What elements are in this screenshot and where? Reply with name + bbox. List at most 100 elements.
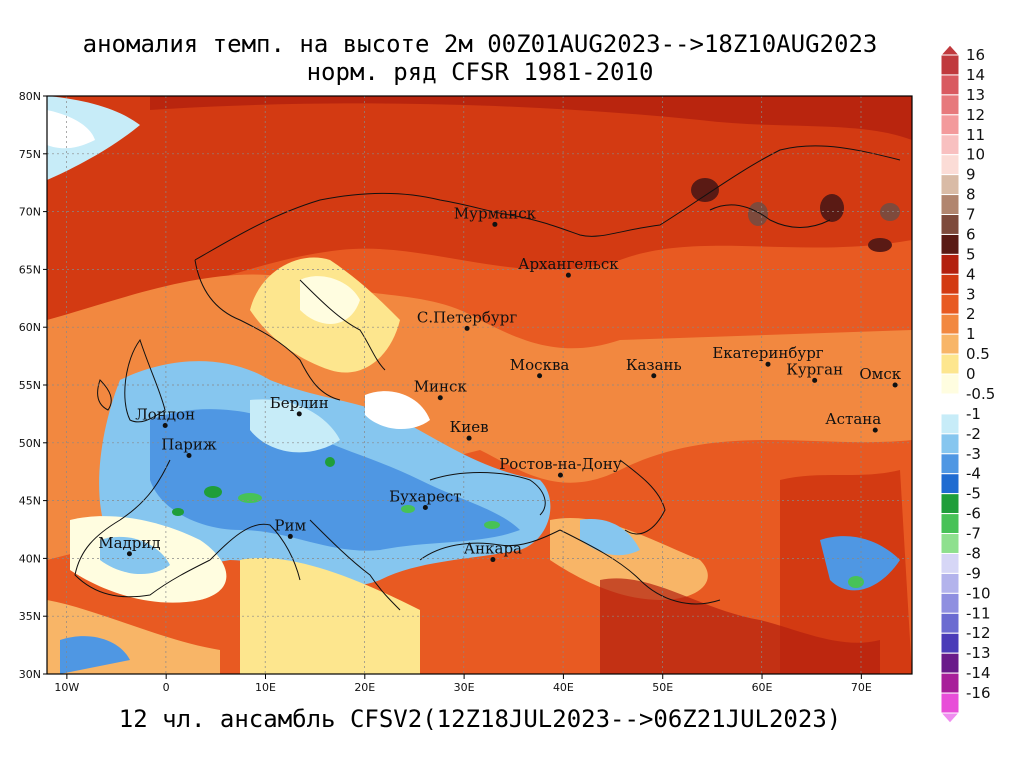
- lon-label: 0: [163, 681, 170, 694]
- colorbar-swatch: [940, 214, 960, 235]
- lat-label: 35N: [19, 610, 41, 623]
- lat-label: 60N: [19, 321, 41, 334]
- colorbar-swatch: [940, 74, 960, 96]
- city-dot: [492, 221, 498, 227]
- colorbar-swatch: [940, 134, 960, 156]
- colorbar-swatch: [940, 393, 960, 415]
- lon-label: 70E: [851, 681, 872, 694]
- colorbar-label: 6: [966, 225, 976, 243]
- colorbar-label: -11: [966, 604, 991, 622]
- city-label: Курган: [786, 360, 843, 378]
- city-dot: [287, 533, 293, 539]
- colorbar-label: -9: [966, 564, 981, 582]
- colorbar-label: 4: [966, 265, 976, 283]
- city-dot: [557, 472, 563, 478]
- lat-label: 40N: [19, 552, 41, 565]
- city-label: Омск: [859, 365, 901, 383]
- colorbar-swatch: [940, 552, 960, 574]
- city-label: Москва: [510, 356, 570, 374]
- colorbar-swatch: [940, 672, 960, 694]
- colorbar-swatch: [940, 592, 960, 614]
- colorbar-max-arrow: [939, 44, 961, 56]
- city-dot: [296, 411, 302, 417]
- colorbar-label: -0.5: [966, 385, 995, 403]
- lat-label: 80N: [19, 90, 41, 103]
- city-label: Анкара: [464, 540, 522, 558]
- colorbar-swatch: [940, 612, 960, 634]
- city-dot: [812, 377, 818, 383]
- colorbar-swatch: [940, 493, 960, 515]
- colorbar-swatch: [940, 533, 960, 554]
- lon-label: 40E: [553, 681, 574, 694]
- city-label: Берлин: [270, 394, 329, 412]
- city-dot: [892, 382, 898, 388]
- lon-label: 60E: [752, 681, 773, 694]
- city-label: Рим: [274, 516, 306, 534]
- colorbar-swatch: [940, 513, 960, 535]
- colorbar-label: -16: [966, 684, 991, 702]
- latitude-labels: 80N 75N 70N 65N 60N 55N 50N 45N 40N 35N 30N: [19, 90, 47, 681]
- city-label: Минск: [414, 378, 468, 396]
- city-dot: [872, 427, 878, 433]
- city-dot: [464, 325, 470, 331]
- map-subtitle: норм. ряд CFSR 1981-2010: [306, 58, 654, 86]
- city-dot: [437, 395, 443, 401]
- city-label: Ростов-на-Дону: [499, 455, 622, 473]
- city-dot: [162, 422, 168, 428]
- colorbar-label: 5: [966, 245, 976, 263]
- colorbar-swatch: [940, 313, 960, 335]
- colorbar-swatch: [940, 413, 960, 435]
- colorbar-swatch: [940, 473, 960, 495]
- city-label: С.Петербург: [417, 308, 517, 326]
- city-label: Архангельск: [518, 255, 619, 273]
- colorbar-swatch: [940, 293, 960, 315]
- colorbar-label: 1: [966, 325, 976, 343]
- city-dot: [565, 272, 571, 278]
- city-label: Мадрид: [98, 534, 160, 552]
- colorbar-swatch: [940, 54, 960, 76]
- colorbar-label: -7: [966, 525, 981, 543]
- colorbar-label: 8: [966, 186, 976, 204]
- lat-label: 70N: [19, 206, 41, 219]
- colorbar-label: 3: [966, 285, 976, 303]
- colorbar-min-arrow: [939, 712, 961, 724]
- colorbar-label: -8: [966, 544, 981, 562]
- lon-label: 50E: [652, 681, 673, 694]
- colorbar-label: 12: [966, 106, 985, 124]
- map-title: аномалия темп. на высоте 2м 00Z01AUG2023…: [82, 30, 878, 58]
- colorbar-label: 13: [966, 86, 985, 104]
- lon-label: 30E: [454, 681, 475, 694]
- city-label: Бухарест: [389, 488, 461, 506]
- colorbar-label: -5: [966, 485, 981, 503]
- lat-label: 75N: [19, 148, 41, 161]
- graticule: [47, 96, 912, 674]
- colorbar-swatch: [940, 373, 960, 395]
- colorbar-label: 9: [966, 166, 976, 184]
- colorbar-label: -10: [966, 584, 991, 602]
- city-dot: [537, 373, 543, 379]
- colorbar-label: 7: [966, 206, 976, 224]
- colorbar-swatch: [940, 233, 960, 255]
- city-label: Казань: [626, 356, 682, 374]
- lat-label: 45N: [19, 495, 41, 508]
- colorbar-label: -1: [966, 405, 981, 423]
- longitude-labels: 10W 0 10E 20E 30E 40E 50E 60E 70E: [54, 674, 872, 694]
- city-label: Лондон: [135, 405, 195, 423]
- ensemble-caption: 12 чл. ансамбль CFSV2(12Z18JUL2023-->06Z…: [118, 705, 842, 733]
- colorbar-swatch: [940, 114, 960, 136]
- colorbar-swatch: [940, 433, 960, 455]
- city-label: Киев: [450, 418, 489, 436]
- colorbar-label: -14: [966, 664, 991, 682]
- coastlines: [74, 145, 901, 611]
- colorbar-label: 10: [966, 146, 985, 164]
- city-dot: [126, 551, 132, 557]
- colorbar-label: 16: [966, 46, 985, 64]
- colorbar-swatch: [940, 94, 960, 116]
- city-label: Париж: [161, 436, 217, 454]
- lat-label: 65N: [19, 263, 41, 276]
- city-label: Мурманск: [454, 204, 537, 222]
- city-dot: [490, 557, 496, 563]
- city-dot: [186, 453, 192, 459]
- city-label: Екатеринбург: [712, 344, 823, 362]
